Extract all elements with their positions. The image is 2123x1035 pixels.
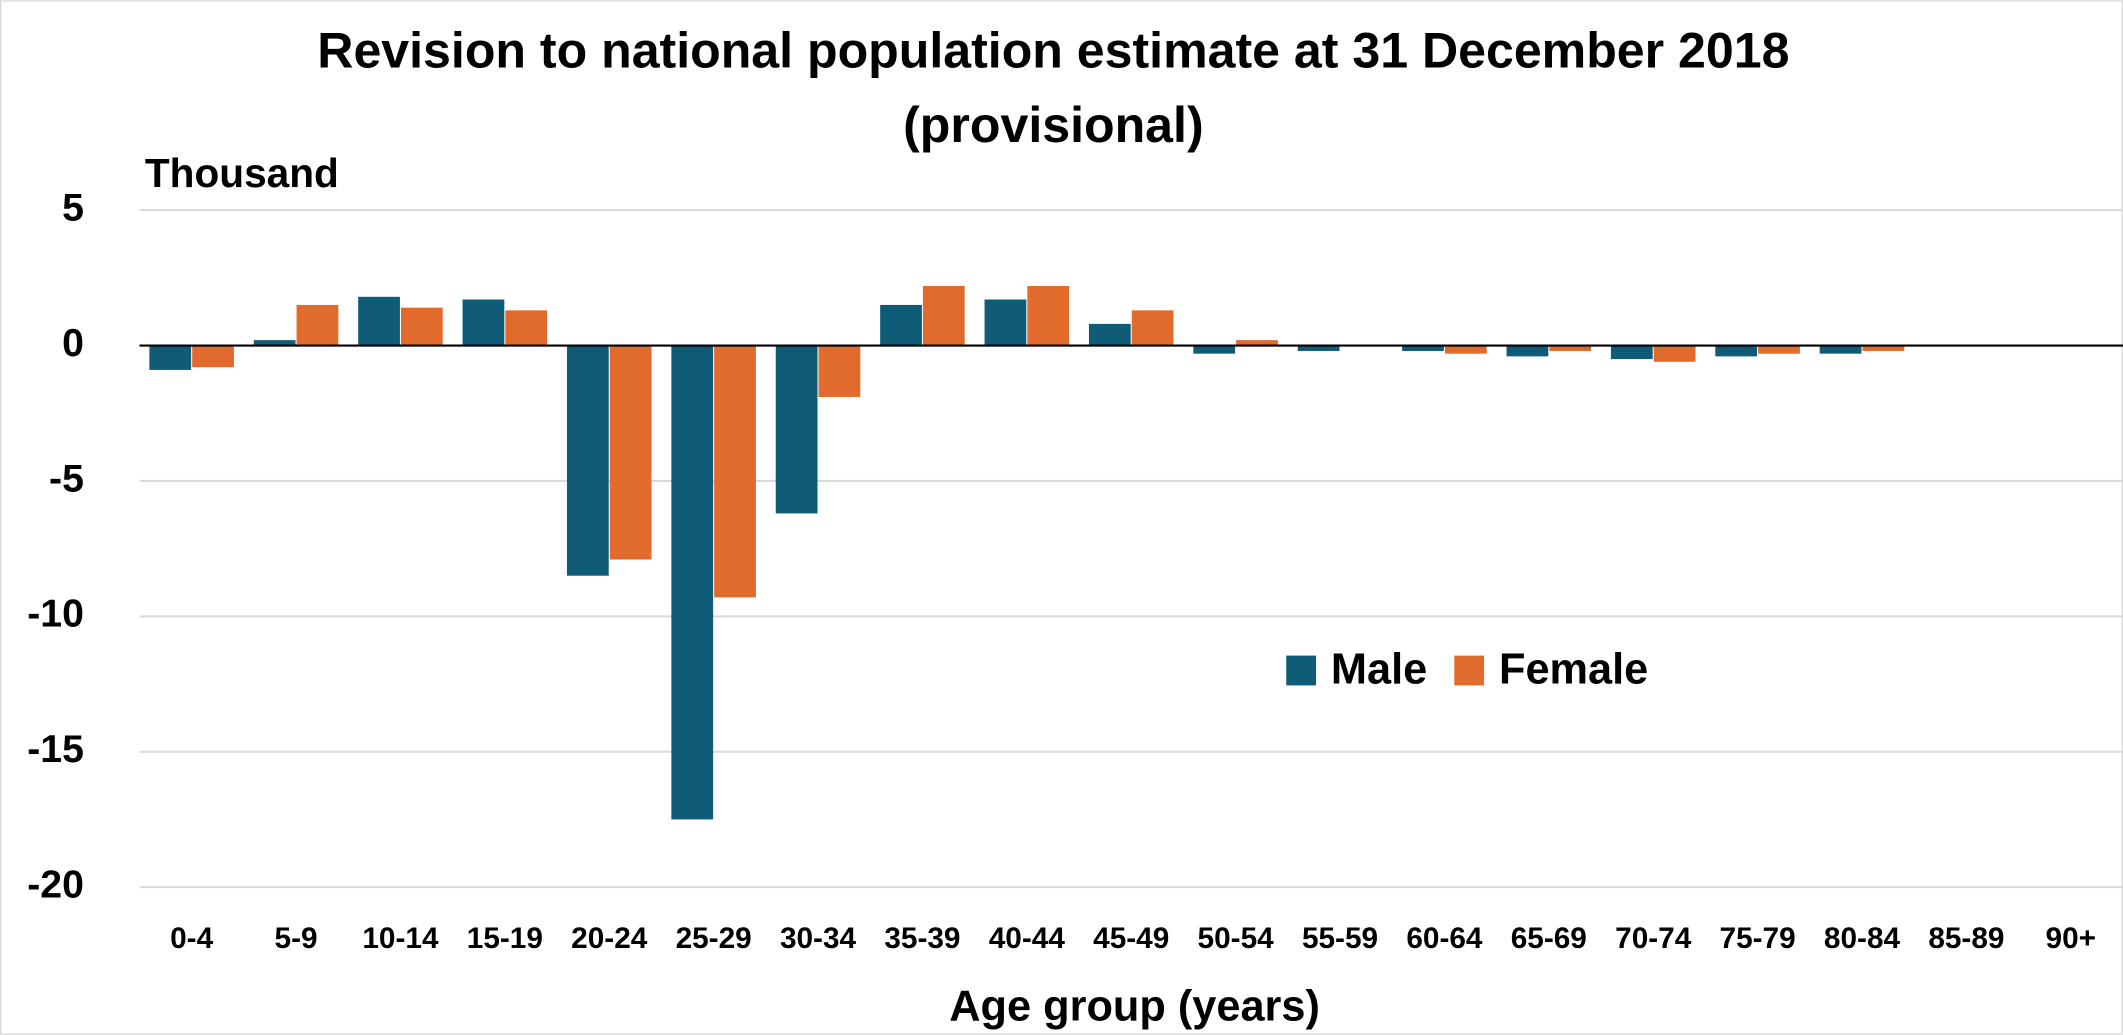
bar (1715, 345, 1758, 357)
x-tick-label: 80-84 (1824, 922, 1901, 955)
bar (1549, 345, 1592, 351)
x-tick-label: 55-59 (1302, 922, 1378, 955)
bar (462, 299, 505, 346)
bar (671, 345, 714, 820)
bar (149, 345, 192, 370)
bar (1819, 345, 1862, 354)
bar (1444, 345, 1487, 354)
y-tick-label: -10 (27, 592, 84, 636)
bar (1131, 310, 1174, 346)
legend-swatch (1454, 655, 1485, 686)
bar (1402, 345, 1444, 351)
x-tick-label: 85-89 (1928, 922, 2004, 955)
bar (880, 304, 922, 346)
x-tick-label: 20-24 (571, 922, 648, 955)
x-tick-label: 25-29 (676, 922, 752, 955)
bar (714, 345, 756, 598)
bar (775, 345, 818, 514)
y-tick-label: -15 (27, 727, 84, 771)
x-tick-label: 60-64 (1406, 922, 1483, 955)
legend-label: Female (1499, 645, 1648, 693)
bar (192, 345, 234, 368)
bar (1236, 340, 1278, 346)
bar (1862, 345, 1905, 351)
x-tick-label: 45-49 (1093, 922, 1169, 955)
legend-label: Male (1331, 645, 1427, 693)
legend-swatch (1286, 655, 1317, 686)
x-tick-label: 15-19 (467, 922, 543, 955)
x-tick-label: 65-69 (1511, 922, 1587, 955)
bar (400, 307, 443, 346)
x-tick-label: 90+ (2046, 922, 2097, 955)
x-tick-label: 35-39 (884, 922, 960, 955)
bar (1506, 345, 1549, 357)
y-tick-label: -20 (27, 863, 84, 907)
bar (1653, 345, 1696, 362)
y-tick-label: -5 (49, 456, 84, 500)
bar (609, 345, 652, 560)
bar (1088, 323, 1131, 346)
bar (1193, 345, 1236, 354)
x-tick-label: 10-14 (362, 922, 439, 955)
x-tick-label: 75-79 (1720, 922, 1796, 955)
x-tick-label: 50-54 (1198, 922, 1275, 955)
bar (505, 310, 548, 346)
x-tick-label: 30-34 (780, 922, 857, 955)
x-axis-label: Age group (years) (949, 982, 1320, 1030)
bar (1758, 345, 1800, 354)
bar (1610, 345, 1653, 360)
y-axis-label: Thousand (145, 150, 339, 196)
bar (253, 340, 296, 346)
x-tick-label: 40-44 (989, 922, 1066, 955)
x-tick-label: 5-9 (275, 922, 318, 955)
bar (1297, 345, 1340, 351)
bar (984, 299, 1027, 346)
bar (296, 304, 339, 346)
y-tick-label: 5 (62, 186, 84, 230)
chart-title: (provisional) (903, 97, 1204, 153)
chart-title: Revision to national population estimate… (317, 23, 1789, 79)
bar (1027, 285, 1070, 346)
bar (566, 345, 609, 576)
bar (818, 345, 861, 397)
bar (358, 296, 400, 346)
x-tick-label: 0-4 (170, 922, 213, 955)
bar (922, 285, 965, 346)
x-tick-label: 70-74 (1615, 922, 1692, 955)
y-tick-label: 0 (62, 321, 84, 365)
